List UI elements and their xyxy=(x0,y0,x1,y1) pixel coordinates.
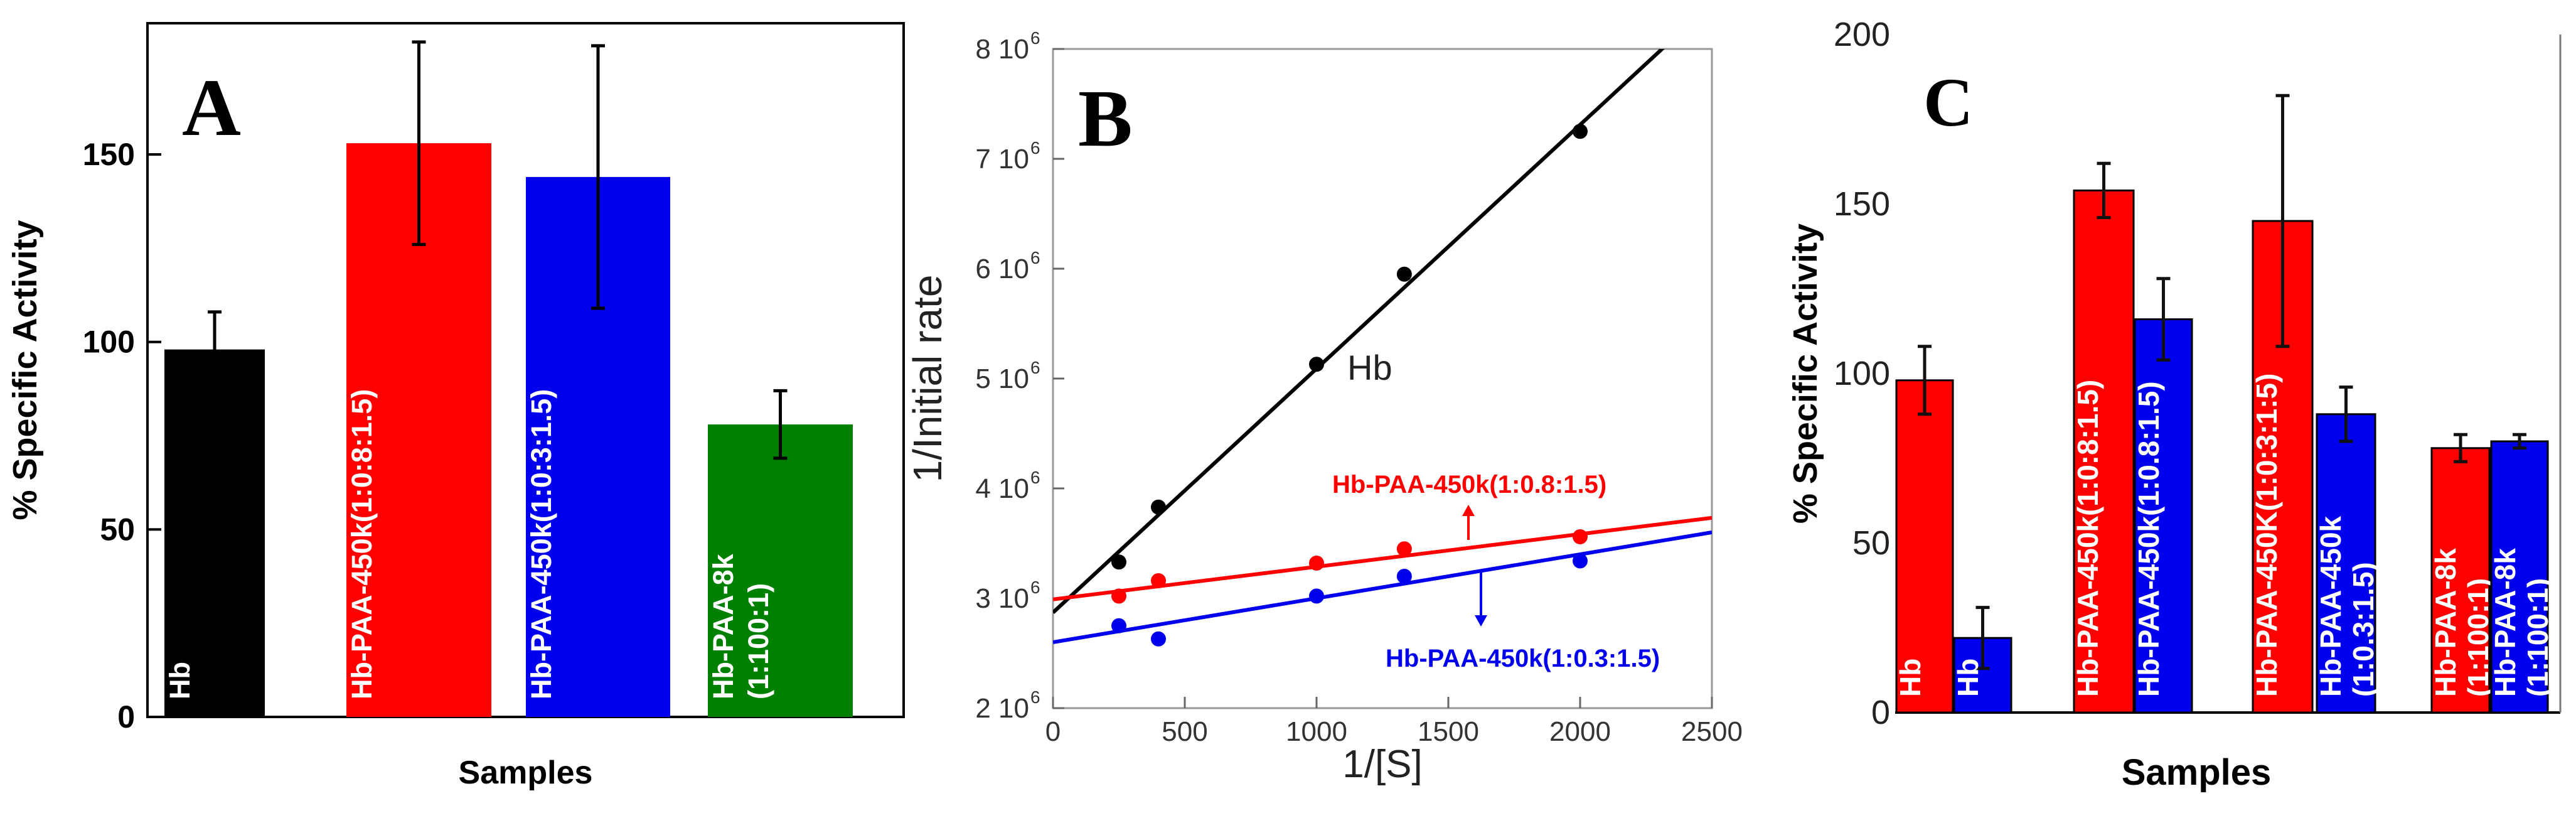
data-point xyxy=(1111,554,1126,570)
y-tick-label: 150 xyxy=(1834,185,1890,223)
x-axis-title: Samples xyxy=(459,755,593,791)
plot-area xyxy=(1053,49,1712,647)
y-tick-label: 4 10 xyxy=(975,473,1029,504)
y-tick-label: 3 10 xyxy=(975,583,1029,614)
blue-arrow-head xyxy=(1475,615,1487,627)
data-point xyxy=(1309,588,1324,604)
y-tick-label: 200 xyxy=(1834,16,1890,53)
y-axis-title: % Specific Activity xyxy=(6,220,44,520)
y-tick-label: 100 xyxy=(1834,355,1890,392)
y-tick-label: 0 xyxy=(1871,694,1890,731)
y-tick-exponent: 6 xyxy=(1030,468,1040,487)
y-tick-exponent: 6 xyxy=(1030,138,1040,158)
x-tick-label: 2500 xyxy=(1681,716,1743,747)
bar-label: (1:100:1) xyxy=(2462,578,2494,697)
bar xyxy=(1895,379,1954,714)
y-tick-label: 0 xyxy=(117,699,135,735)
bar-label: (1:100:1) xyxy=(2521,578,2554,697)
x-tick-label: 0 xyxy=(1045,716,1061,747)
data-point xyxy=(1151,499,1166,515)
panel-a: 0 50 100 150 Hb Hb-PAA-450k(1:0:8:1.5) Hb-PAA-… xyxy=(6,22,905,791)
y-tick-exponent: 6 xyxy=(1030,358,1040,377)
data-point xyxy=(1151,573,1166,588)
x-tick-label: 1000 xyxy=(1286,716,1347,747)
bar-label: Hb-PAA-450k(1:0:3:1.5) xyxy=(525,389,557,699)
y-tick-exponent: 6 xyxy=(1030,248,1040,267)
axes-frame xyxy=(146,22,905,718)
panel-c: 0 50 100 150 200 Hb Hb-PAA-450k(1:0:8:1.5) Hb-P… xyxy=(1787,16,2562,793)
bar-label: Hb-PAA-450K(1:0:3:1:5) xyxy=(2250,374,2283,697)
fit-line xyxy=(1053,530,1712,644)
y-axis-title: % Specific Activity xyxy=(1787,223,1824,524)
y-tick-exponent: 6 xyxy=(1030,687,1040,707)
bar-label: Hb-PAA-450k(1:0:8:1.5) xyxy=(346,389,378,699)
bar-label: Hb xyxy=(1952,659,1984,697)
x-tick-label: 2000 xyxy=(1549,716,1611,747)
series-label-blue: Hb-PAA-450k(1:0.3:1.5) xyxy=(1386,645,1660,672)
y-tick-label: 6 10 xyxy=(975,254,1029,284)
y-tick-label: 50 xyxy=(100,512,135,547)
bar xyxy=(2316,413,2376,714)
bar-label: Hb-PAA-450k(1:0.8:1.5) xyxy=(2132,381,2165,697)
data-point xyxy=(1151,631,1166,647)
data-point xyxy=(1111,588,1126,604)
x-tick-label: 1500 xyxy=(1418,716,1479,747)
x-axis-title: 1/[S] xyxy=(1342,743,1423,786)
panel-label: C xyxy=(1923,64,1973,141)
y-tick-label: 50 xyxy=(1852,524,1890,562)
x-tick-label: 500 xyxy=(1162,716,1207,747)
data-point xyxy=(1111,618,1126,633)
bar-label: Hb-PAA-8k xyxy=(707,553,739,699)
x-axis-title: Samples xyxy=(2122,752,2272,793)
y-tick-label: 5 10 xyxy=(975,363,1029,394)
panel-label: A xyxy=(182,63,241,153)
panel-label: B xyxy=(1078,73,1133,164)
y-tick-label: 150 xyxy=(83,137,135,172)
y-tick-label: 8 10 xyxy=(975,34,1029,65)
bar-label: (1:100:1) xyxy=(742,583,774,699)
y-tick-label: 7 10 xyxy=(975,144,1029,175)
y-tick-label: 100 xyxy=(83,325,135,360)
data-point xyxy=(1573,553,1588,569)
y-tick-exponent: 6 xyxy=(1030,28,1040,48)
bar-label: Hb-PAA-450k(1:0:8:1.5) xyxy=(2071,380,2104,697)
bar-label: Hb xyxy=(164,662,196,699)
y-tick-label: 2 10 xyxy=(975,693,1029,724)
data-point xyxy=(1573,124,1588,139)
bar xyxy=(2134,318,2193,714)
data-point xyxy=(1573,529,1588,544)
bar xyxy=(2430,447,2491,714)
bar-label: Hb xyxy=(1894,659,1927,697)
bar-label: Hb-PAA-8k xyxy=(2489,548,2521,697)
bar xyxy=(708,424,853,717)
bar xyxy=(164,349,265,717)
series-label-hb: Hb xyxy=(1347,348,1392,387)
data-point xyxy=(1309,556,1324,571)
bar-label: Hb-PAA-8k xyxy=(2429,548,2462,697)
bar xyxy=(2073,189,2135,714)
series-label-red: Hb-PAA-450k(1:0.8:1.5) xyxy=(1332,471,1606,498)
data-point xyxy=(1396,266,1412,282)
red-arrow-head xyxy=(1462,505,1475,516)
bar-label: Hb-PAA-450k xyxy=(2314,516,2347,697)
y-tick-exponent: 6 xyxy=(1030,578,1040,597)
bar-label: (1:0.3:1.5) xyxy=(2347,562,2380,697)
data-point xyxy=(1396,541,1412,557)
y-axis-title: 1/Initial rate xyxy=(905,275,950,483)
data-point xyxy=(1309,357,1324,372)
data-point xyxy=(1396,569,1412,584)
